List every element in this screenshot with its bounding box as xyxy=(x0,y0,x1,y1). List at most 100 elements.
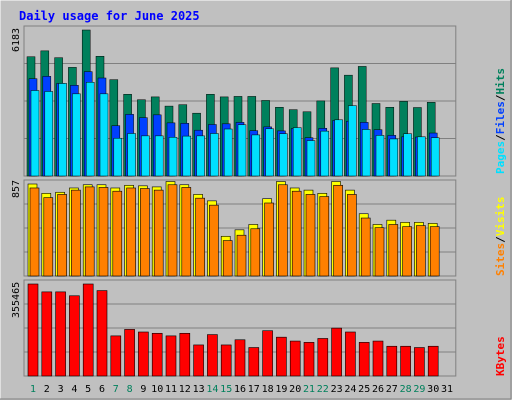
bar-pages xyxy=(348,105,357,177)
bar-kbytes xyxy=(331,327,342,377)
x-tick-label: 13 xyxy=(193,384,205,395)
x-tick-label: 28 xyxy=(400,384,412,395)
bar-sites xyxy=(98,187,109,277)
bar-kbytes xyxy=(179,332,191,377)
x-tick-label: 12 xyxy=(179,384,191,395)
legend-sep-1: / xyxy=(494,134,507,141)
bar-pages xyxy=(182,135,192,177)
bar-sites xyxy=(264,202,274,277)
bar-sites xyxy=(29,187,40,277)
x-tick-label: 2 xyxy=(44,384,50,395)
legend-kbytes: KBytes xyxy=(494,336,507,376)
bar-kbytes xyxy=(193,344,204,377)
panel-visits-sites xyxy=(23,179,457,277)
bar-kbytes xyxy=(27,283,39,377)
bar-pages xyxy=(361,129,371,177)
x-tick-label: 30 xyxy=(427,384,439,395)
bar-sites xyxy=(236,234,247,277)
bar-pages xyxy=(292,127,302,177)
bar-pages xyxy=(85,82,95,177)
chart-title: Daily usage for June 2025 xyxy=(19,9,200,23)
bar-kbytes xyxy=(234,339,246,377)
bar-kbytes xyxy=(386,345,398,377)
x-tick-label: 6 xyxy=(99,384,105,395)
bar-kbytes xyxy=(41,291,53,377)
bar-sites xyxy=(112,190,123,277)
bar-kbytes xyxy=(55,291,66,377)
bar-kbytes xyxy=(400,345,411,377)
bar-sites xyxy=(84,186,95,277)
legend-sep-2: / xyxy=(494,94,507,101)
bar-kbytes xyxy=(138,331,149,377)
x-tick-label: 3 xyxy=(58,384,64,395)
bar-pages xyxy=(44,91,54,177)
bar-kbytes xyxy=(220,344,232,377)
bar-kbytes xyxy=(151,332,163,377)
bar-sites xyxy=(126,187,136,277)
bar-pages xyxy=(320,130,330,177)
bar-pages xyxy=(99,93,109,177)
legend-sites: Sites xyxy=(494,243,507,276)
x-tick-label: 14 xyxy=(206,384,218,395)
x-tick-label: 17 xyxy=(248,384,260,395)
bar-pages xyxy=(58,83,67,177)
bar-sites xyxy=(429,226,440,277)
bar-kbytes xyxy=(289,340,301,377)
bar-sites xyxy=(222,240,233,277)
bar-sites xyxy=(167,184,178,277)
bar-sites xyxy=(374,227,385,277)
x-tick-label: 25 xyxy=(358,384,370,395)
bar-sites xyxy=(71,189,81,277)
x-tick-label: 11 xyxy=(165,384,177,395)
bar-kbytes xyxy=(96,290,108,377)
legend-files: Files xyxy=(494,101,507,134)
legend-hits: Hits xyxy=(494,68,507,95)
bar-kbytes xyxy=(414,347,425,377)
bar-sites xyxy=(209,204,219,277)
bar-sites xyxy=(140,188,150,277)
bar-kbytes xyxy=(82,283,94,377)
ymax-label-bottom: 355465 xyxy=(11,282,22,318)
x-tick-label: 22 xyxy=(317,384,329,395)
bar-sites xyxy=(195,197,205,277)
bar-pages xyxy=(334,119,343,177)
bar-pages xyxy=(237,124,247,177)
bar-pages xyxy=(403,133,412,177)
bar-pages xyxy=(306,140,316,177)
bar-kbytes xyxy=(372,340,384,377)
bar-kbytes xyxy=(317,338,329,377)
bar-pages xyxy=(223,128,233,177)
x-tick-label: 19 xyxy=(275,384,287,395)
x-tick-label: 1 xyxy=(30,384,36,395)
legend-top: Pages/Files/Hits xyxy=(494,68,507,174)
bar-kbytes xyxy=(207,334,218,377)
ymax-label-top: 6183 xyxy=(11,28,22,52)
bar-pages xyxy=(127,133,136,177)
x-tick-label: 15 xyxy=(220,384,232,395)
legend-visits: Visits xyxy=(494,197,507,237)
bar-sites xyxy=(347,194,357,277)
bar-pages xyxy=(251,134,261,177)
x-tick-label: 27 xyxy=(386,384,398,395)
x-tick-label: 21 xyxy=(303,384,315,395)
legend-sep-3: / xyxy=(494,236,507,243)
panel-kbytes xyxy=(23,279,457,377)
bar-kbytes xyxy=(276,336,287,377)
bar-pages xyxy=(389,138,399,177)
bar-sites xyxy=(181,187,192,277)
bar-kbytes xyxy=(69,295,80,377)
bar-pages xyxy=(196,135,205,177)
x-tick-label: 16 xyxy=(234,384,246,395)
bar-sites xyxy=(416,225,426,277)
x-tick-label: 24 xyxy=(344,384,356,395)
bar-pages xyxy=(417,136,426,177)
x-axis-day-labels: 1 2 3 4 5 6 7 8 9 10 11 12 13 14 15 16 17 18 19 20 21 22 23 24 2… xyxy=(30,384,453,395)
x-tick-label: 7 xyxy=(113,384,119,395)
bar-kbytes xyxy=(358,342,370,377)
bar-sites xyxy=(57,194,67,277)
bar-kbytes xyxy=(124,329,135,377)
legend-pages: Pages xyxy=(494,141,507,174)
x-tick-label: 26 xyxy=(372,384,384,395)
bar-pages xyxy=(141,135,150,177)
